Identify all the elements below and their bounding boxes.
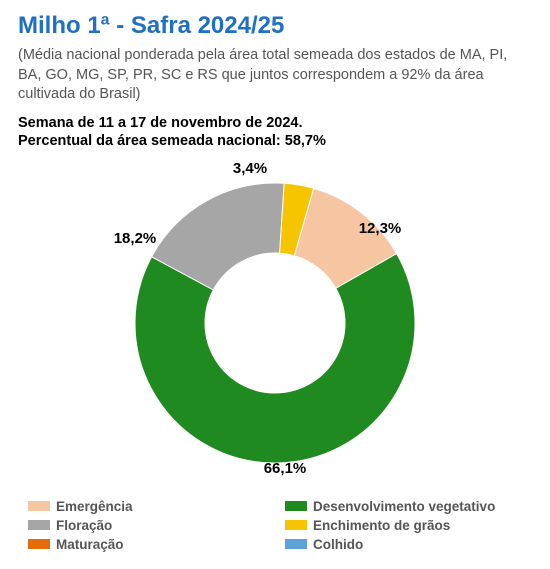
legend-label: Enchimento de grãos: [313, 518, 450, 533]
legend-swatch: [28, 520, 50, 530]
donut-chart-container: 12,3% 66,1% 18,2% 3,4%: [18, 153, 532, 493]
legend-item-colhido: Colhido: [285, 537, 522, 552]
legend-label: Floração: [56, 518, 112, 533]
legend-label: Colhido: [313, 537, 363, 552]
legend-item-floracao: Floração: [28, 518, 265, 533]
pct-line: Percentual da área semeada nacional: 58,…: [18, 133, 532, 149]
donut-label-emergencia: 12,3%: [359, 220, 402, 237]
legend-item-maturacao: Maturação: [28, 537, 265, 552]
donut-label-enchimento: 3,4%: [233, 160, 267, 177]
legend-label: Desenvolvimento vegetativo: [313, 499, 495, 514]
legend-item-enchimento: Enchimento de grãos: [285, 518, 522, 533]
legend-label: Emergência: [56, 499, 133, 514]
donut-label-floracao: 18,2%: [114, 230, 157, 247]
legend-item-desenvolvimento: Desenvolvimento vegetativo: [285, 499, 522, 514]
legend-item-emergencia: Emergência: [28, 499, 265, 514]
legend-swatch: [285, 539, 307, 549]
legend-swatch: [28, 501, 50, 511]
page-subtitle: (Média nacional ponderada pela área tota…: [18, 46, 532, 105]
week-line: Semana de 11 a 17 de novembro de 2024.: [18, 115, 532, 131]
legend-label: Maturação: [56, 537, 124, 552]
donut-label-desenvolvimento: 66,1%: [264, 460, 307, 477]
page-title: Milho 1ª - Safra 2024/25: [18, 12, 532, 40]
legend-swatch: [285, 520, 307, 530]
donut-slice-desenvolvimento: [135, 253, 415, 462]
legend: Emergência Desenvolvimento vegetativo Flor…: [18, 499, 532, 552]
donut-chart: 12,3% 66,1% 18,2% 3,4%: [35, 153, 515, 493]
legend-swatch: [28, 539, 50, 549]
legend-swatch: [285, 501, 307, 511]
